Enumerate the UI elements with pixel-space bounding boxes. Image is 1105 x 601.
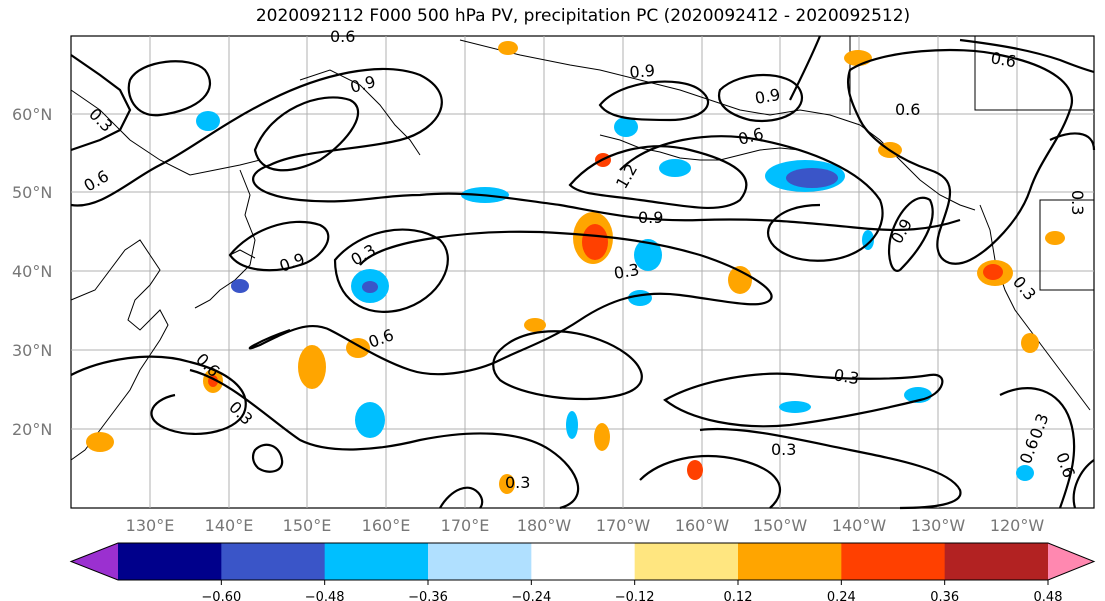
lon-label: 130°E — [126, 516, 175, 535]
lat-label: 50°N — [12, 183, 52, 202]
precipitation-shading — [86, 41, 1065, 494]
colorbar-segment — [531, 543, 636, 580]
lat-label: 20°N — [12, 420, 52, 439]
map-title: 2020092112 F000 500 hPa PV, precipitatio… — [255, 6, 911, 26]
colorbar-segment — [634, 543, 739, 580]
colorbar-tick-label: −0.24 — [511, 590, 551, 601]
lon-label: 160°E — [362, 516, 411, 535]
lat-label: 60°N — [12, 105, 52, 124]
colorbar-segment — [841, 543, 946, 580]
colorbar-segment — [118, 543, 222, 580]
contour-label: 0.3 — [612, 260, 640, 283]
colorbar-tick-label: −0.36 — [408, 590, 448, 601]
contour-label: 0.6 — [895, 100, 920, 119]
lon-label: 130°W — [911, 516, 966, 535]
colorbar-tick-label: 0.24 — [827, 590, 856, 601]
colorbar-tick-label: 0.48 — [1034, 590, 1063, 601]
colorbar-segment — [221, 543, 326, 580]
pv-contours — [70, 35, 1096, 510]
contour-label: 0.6 — [989, 48, 1017, 71]
colorbar-segment — [324, 543, 429, 580]
lon-label: 160°W — [675, 516, 730, 535]
lon-label: 140°E — [205, 516, 254, 535]
lon-label: 180°W — [517, 516, 572, 535]
contour-label: 0.3 — [771, 440, 796, 459]
colorbar-segment — [428, 543, 532, 580]
contour-label: 0.9 — [638, 208, 663, 227]
colorbar-tick-label: −0.12 — [615, 590, 655, 601]
colorbar-segment — [738, 543, 842, 580]
contour-label: 0.9 — [753, 85, 781, 108]
colorbar-extend-min — [71, 543, 118, 580]
lon-label: 170°W — [596, 516, 651, 535]
colorbar-segment — [944, 543, 1049, 580]
colorbar-extend-max — [1048, 543, 1094, 580]
lat-label: 30°N — [12, 341, 52, 360]
contour-label: 0.9 — [629, 61, 656, 82]
lon-label: 150°W — [753, 516, 808, 535]
latitude-labels: 60°N 50°N 40°N 30°N 20°N — [12, 105, 52, 439]
colorbar-outline — [69, 542, 1096, 581]
lon-label: 170°E — [441, 516, 490, 535]
map-frame — [70, 35, 1095, 509]
colorbar-tick-label: 0.12 — [724, 590, 753, 601]
colorbar-tick-label: −0.60 — [201, 590, 241, 601]
colorbar-tick-label: 0.36 — [930, 590, 959, 601]
contour-label: 0.3 — [1068, 190, 1087, 215]
longitude-labels: 130°E 140°E 150°E 160°E 170°E 180°W 170°… — [126, 516, 1045, 535]
colorbar-tick-label: −0.48 — [305, 590, 345, 601]
graticule — [71, 36, 1094, 508]
lat-label: 40°N — [12, 262, 52, 281]
colorbar-ticks: −0.60 −0.48 −0.36 −0.24 −0.12 0.12 0.24 0.36 0.4… — [201, 580, 1063, 601]
lon-label: 120°W — [990, 516, 1045, 535]
contour-label: 0.6 — [330, 27, 355, 46]
colorbar — [69, 542, 1096, 581]
contour-label: 0.3 — [505, 473, 530, 492]
lon-label: 140°W — [832, 516, 887, 535]
lon-label: 150°E — [283, 516, 332, 535]
coastlines — [70, 36, 1094, 461]
contour-label: 0.3 — [832, 365, 860, 388]
